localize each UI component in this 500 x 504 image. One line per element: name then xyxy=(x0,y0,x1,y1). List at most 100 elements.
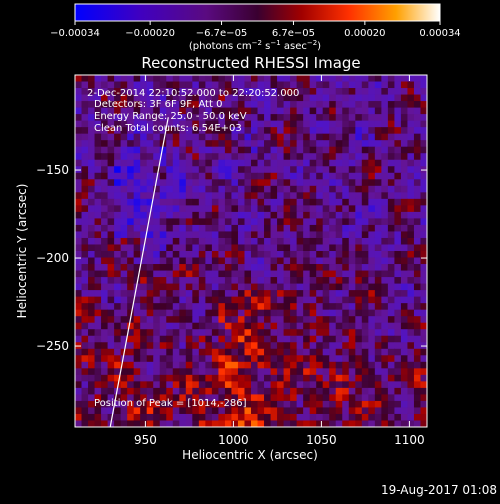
heatmap-cell xyxy=(381,133,389,141)
x-axis-label: Heliocentric X (arcsec) xyxy=(182,448,318,462)
heatmap-cell xyxy=(368,198,376,206)
heatmap-cell xyxy=(107,114,115,122)
heatmap-cell xyxy=(185,283,193,291)
heatmap-cell xyxy=(264,355,271,363)
heatmap-cell xyxy=(342,342,350,350)
heatmap-cell xyxy=(94,381,102,389)
heatmap-cell xyxy=(88,322,95,330)
heatmap-cell xyxy=(296,251,304,258)
heatmap-cell xyxy=(140,172,148,180)
heatmap-cell xyxy=(101,127,108,135)
heatmap-cell xyxy=(198,329,206,337)
heatmap-cell xyxy=(205,329,213,337)
heatmap-cell xyxy=(296,368,304,376)
heatmap-cell xyxy=(146,88,154,95)
heatmap-cell xyxy=(205,277,213,284)
heatmap-cell xyxy=(420,224,427,232)
heatmap-cell xyxy=(133,316,141,324)
heatmap-cell xyxy=(257,127,265,135)
heatmap-cell xyxy=(205,296,213,304)
heatmap-cell xyxy=(420,296,427,304)
heatmap-cell xyxy=(172,407,180,415)
heatmap-cell xyxy=(231,159,239,167)
heatmap-cell xyxy=(153,133,161,141)
heatmap-cell xyxy=(244,179,252,187)
heatmap-cell xyxy=(394,205,402,213)
heatmap-cell xyxy=(407,153,415,161)
heatmap-cell xyxy=(270,361,278,369)
heatmap-cell xyxy=(75,179,82,187)
heatmap-cell xyxy=(166,101,174,108)
heatmap-cell xyxy=(374,133,382,141)
heatmap-cell xyxy=(283,192,291,200)
heatmap-cell xyxy=(387,172,395,180)
heatmap-cell xyxy=(120,224,128,232)
heatmap-cell xyxy=(192,205,200,213)
heatmap-cell xyxy=(348,290,356,298)
heatmap-cell xyxy=(257,348,265,356)
heatmap-cell xyxy=(355,153,363,161)
heatmap-cell xyxy=(355,322,363,330)
heatmap-cell xyxy=(381,140,389,148)
heatmap-cell xyxy=(231,303,239,311)
heatmap-cell xyxy=(400,192,408,200)
heatmap-cell xyxy=(387,120,395,128)
heatmap-cell xyxy=(348,127,356,135)
heatmap-cell xyxy=(107,244,115,252)
heatmap-cell xyxy=(146,316,154,324)
heatmap-cell xyxy=(251,264,258,271)
heatmap-cell xyxy=(251,224,258,232)
heatmap-cell xyxy=(342,224,350,232)
heatmap-cell xyxy=(257,231,265,239)
heatmap-cell xyxy=(309,251,317,258)
heatmap-cell xyxy=(192,179,200,187)
heatmap-cell xyxy=(400,81,408,89)
heatmap-cell xyxy=(322,218,330,226)
heatmap-cell xyxy=(387,205,395,213)
heatmap-cell xyxy=(413,107,421,115)
heatmap-cell xyxy=(81,303,89,311)
heatmap-cell xyxy=(335,322,343,330)
heatmap-cell xyxy=(374,146,382,154)
heatmap-cell xyxy=(420,114,427,122)
heatmap-cell xyxy=(329,185,337,193)
heatmap-cell xyxy=(75,237,82,245)
heatmap-cell xyxy=(185,107,193,115)
heatmap-cell xyxy=(400,237,408,245)
heatmap-cell xyxy=(296,342,304,350)
heatmap-cell xyxy=(257,335,265,343)
heatmap-cell xyxy=(198,94,206,102)
heatmap-cell xyxy=(211,192,219,200)
heatmap-cell xyxy=(381,355,389,363)
heatmap-cell xyxy=(400,153,408,161)
heatmap-cell xyxy=(361,133,369,141)
heatmap-cell xyxy=(270,133,278,141)
heatmap-cell xyxy=(329,211,337,219)
heatmap-cell xyxy=(75,407,82,415)
heatmap-cell xyxy=(237,198,245,206)
heatmap-cell xyxy=(107,342,115,350)
heatmap-cell xyxy=(114,368,122,376)
heatmap-cell xyxy=(407,251,415,258)
heatmap-cell xyxy=(179,290,187,298)
heatmap-cell xyxy=(140,303,148,311)
heatmap-cell xyxy=(335,413,343,421)
heatmap-cell xyxy=(205,316,213,324)
heatmap-cell xyxy=(211,381,219,389)
heatmap-cell xyxy=(231,290,239,298)
heatmap-cell xyxy=(270,198,278,206)
heatmap-cell xyxy=(296,407,304,415)
heatmap-cell xyxy=(251,407,258,415)
heatmap-cell xyxy=(290,211,298,219)
heatmap-cell xyxy=(81,342,89,350)
heatmap-cell xyxy=(101,270,108,278)
heatmap-cell xyxy=(283,166,291,174)
heatmap-cell xyxy=(101,81,108,89)
heatmap-cell xyxy=(361,159,369,167)
heatmap-cell xyxy=(224,257,232,265)
plot-frame xyxy=(74,74,428,428)
heatmap-cell xyxy=(303,185,311,193)
heatmap-cell xyxy=(179,277,187,284)
heatmap-cell xyxy=(75,270,82,278)
heatmap-cell xyxy=(140,342,148,350)
